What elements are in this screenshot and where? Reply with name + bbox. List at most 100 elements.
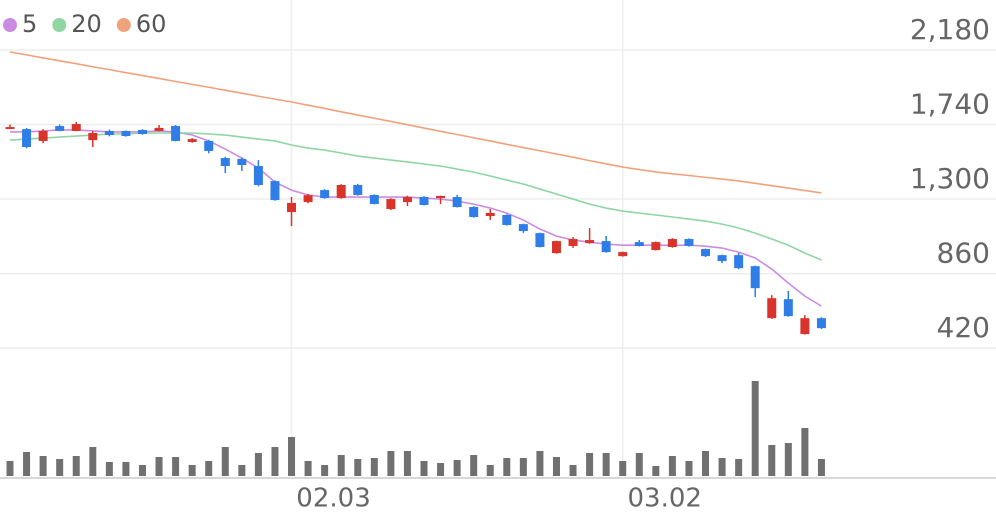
candle-body: [369, 194, 379, 204]
volume-bar: [685, 461, 693, 476]
candle-body: [104, 130, 114, 136]
volume-bar: [155, 457, 163, 476]
volume-bar: [420, 461, 428, 476]
ma-line: [9, 51, 822, 194]
volume-bar: [271, 447, 279, 476]
y-tick-label: 1,300: [910, 162, 990, 195]
volume-bar: [89, 447, 97, 476]
volume-bar: [304, 461, 312, 476]
volume-bar: [586, 453, 594, 476]
volume-bar: [536, 451, 544, 476]
candle-body: [502, 214, 512, 225]
volume-bar: [370, 458, 378, 476]
candle-body: [137, 129, 147, 135]
volume-bar: [784, 443, 792, 476]
y-tick-label: 860: [937, 237, 990, 270]
volume-bar: [569, 465, 577, 476]
legend-label: 5: [22, 10, 37, 38]
volume-bar: [735, 459, 743, 476]
volume-bar: [619, 461, 627, 476]
volume-bar: [172, 457, 180, 476]
candle-body: [320, 190, 330, 199]
candle-body: [800, 318, 810, 335]
volume-bar: [321, 465, 329, 476]
candle-body: [816, 318, 826, 329]
candle-body: [634, 242, 644, 246]
candle-body: [38, 130, 48, 141]
volume-bar: [635, 453, 643, 476]
ma-line: [10, 129, 822, 307]
candle-body: [585, 240, 595, 244]
volume-bar: [72, 456, 80, 476]
volume-bar: [354, 459, 362, 476]
volume-bar: [801, 428, 809, 476]
volume-bar: [403, 451, 411, 476]
legend-marker: [52, 18, 67, 32]
candle-body: [187, 139, 197, 142]
volume-bar: [470, 455, 478, 476]
candle-body: [734, 255, 744, 269]
candle-body: [783, 299, 793, 317]
candle-body: [270, 181, 280, 201]
candle-body: [71, 124, 81, 131]
legend-marker: [116, 18, 131, 32]
candle-body: [601, 241, 611, 253]
candle-body: [452, 197, 462, 208]
candle-body: [303, 195, 313, 203]
candle-body: [55, 126, 65, 131]
volume-bar: [122, 462, 130, 476]
candle-body: [767, 298, 777, 319]
candle-body: [88, 132, 98, 141]
candle-body: [220, 158, 230, 167]
volume-bar: [39, 456, 47, 476]
candle-body: [419, 197, 429, 205]
candle-body: [121, 130, 131, 137]
volume-bar: [503, 458, 511, 476]
candle-body: [651, 242, 661, 251]
candle-body: [551, 241, 561, 254]
ma-line: [9, 132, 822, 261]
volume-bar: [718, 458, 726, 476]
volume-bar: [486, 465, 494, 476]
candle-body: [568, 239, 578, 246]
volume-bar: [453, 460, 461, 476]
candle-body: [336, 184, 346, 199]
volume-bar: [668, 456, 676, 476]
candle-body: [750, 266, 760, 289]
y-tick-label: 2,180: [910, 13, 990, 46]
volume-bar: [238, 465, 246, 476]
candle-body: [386, 199, 396, 210]
candle-body: [618, 252, 628, 257]
candle-body: [204, 140, 214, 151]
candle-body: [287, 202, 297, 213]
candle-body: [154, 127, 164, 131]
candle-body: [485, 212, 495, 216]
y-tick-label: 420: [937, 311, 990, 344]
volume-bar: [768, 445, 776, 476]
candle-body: [701, 249, 711, 257]
volume-bar: [23, 452, 31, 476]
candle-body: [684, 239, 694, 246]
candle-body: [518, 224, 528, 232]
volume-bar: [188, 465, 196, 476]
volume-bar: [751, 381, 759, 476]
volume-bar: [288, 437, 296, 476]
candle-body: [5, 127, 15, 130]
candle-body: [171, 126, 181, 141]
volume-bar: [652, 466, 660, 476]
x-tick-label: 03.02: [628, 484, 702, 514]
legend-marker: [3, 18, 17, 32]
candle-body: [717, 255, 727, 262]
legend-label: 60: [136, 10, 167, 38]
volume-bar: [519, 458, 527, 476]
volume-bar: [138, 465, 146, 476]
candle-body: [535, 233, 545, 248]
volume-bar: [387, 451, 395, 476]
volume-bar: [552, 457, 560, 476]
candle-body: [667, 239, 677, 248]
candle-body: [253, 166, 263, 185]
legend-label: 20: [71, 10, 102, 38]
volume-bar: [337, 455, 345, 476]
candle-body: [237, 158, 247, 166]
volume-bar: [221, 447, 229, 476]
